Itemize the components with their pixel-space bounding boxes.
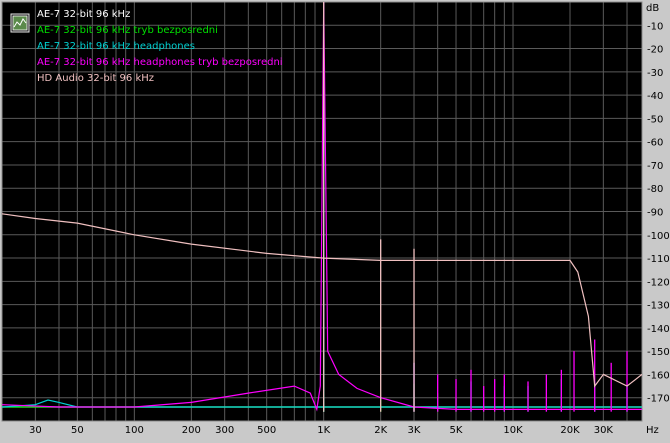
- y-tick-label: -160: [647, 370, 670, 381]
- y-tick-label: -20: [647, 45, 663, 56]
- x-tick-label: 20K: [560, 425, 580, 436]
- series-line: [2, 399, 642, 408]
- y-tick-label: -40: [647, 91, 663, 102]
- series-layer: [2, 2, 642, 412]
- x-axis: 30 50 100 200 300 500 1K 2K 3K 5K 10K 20K 30K: [29, 425, 613, 436]
- series-line: [2, 2, 642, 412]
- series-line: [2, 213, 642, 388]
- legend-entry-3: AE-7 32-bit 96 kHz headphones tryb bezpo…: [37, 57, 283, 68]
- legend-entry-2: AE-7 32-bit 96 kHz headphones: [37, 41, 195, 52]
- x-tick-label: 2K: [374, 425, 387, 436]
- y-unit-label: dB: [646, 3, 659, 14]
- x-tick-label: 300: [215, 425, 234, 436]
- legend-entry-0: AE-7 32-bit 96 kHz: [37, 9, 130, 20]
- legend-entry-1: AE-7 32-bit 96 kHz tryb bezposredni: [37, 25, 218, 36]
- y-tick-label: -60: [647, 138, 663, 149]
- x-tick-label: 10K: [503, 425, 523, 436]
- x-tick-label: 30K: [594, 425, 614, 436]
- y-tick-label: -10: [647, 21, 663, 32]
- y-tick-label: -140: [647, 324, 670, 335]
- series-4: [2, 2, 642, 412]
- x-tick-label: 1K: [317, 425, 330, 436]
- x-tick-label: 50: [71, 425, 84, 436]
- y-tick-label: -80: [647, 184, 663, 195]
- y-tick-label: -110: [647, 254, 670, 265]
- y-tick-label: -150: [647, 347, 670, 358]
- x-tick-label: 3K: [408, 425, 421, 436]
- legend-icon: [13, 18, 27, 28]
- y-tick-label: -170: [647, 394, 670, 405]
- legend: AE-7 32-bit 96 kHz AE-7 32-bit 96 kHz tr…: [10, 9, 283, 84]
- y-tick-label: -120: [647, 277, 670, 288]
- y-tick-label: -30: [647, 68, 663, 79]
- x-tick-label: 30: [29, 425, 42, 436]
- x-tick-label: 5K: [450, 425, 463, 436]
- y-tick-label: -50: [647, 114, 663, 125]
- legend-entry-4: HD Audio 32-bit 96 kHz: [37, 73, 154, 84]
- x-tick-label: 200: [182, 425, 201, 436]
- y-axis: -10 -20 -30 -40 -50 -60 -70 -80 -90 -100 -110 -120 -…: [647, 21, 670, 404]
- plot-border: [1, 1, 643, 422]
- x-tick-label: 100: [125, 425, 144, 436]
- x-unit-label: Hz: [646, 425, 659, 436]
- y-tick-label: -90: [647, 208, 663, 219]
- y-tick-label: -130: [647, 301, 670, 312]
- y-tick-label: -70: [647, 161, 663, 172]
- x-tick-label: 500: [257, 425, 276, 436]
- grid-lines: [1, 1, 643, 422]
- y-tick-label: -100: [647, 231, 670, 242]
- legend-toggle-button[interactable]: [10, 13, 30, 33]
